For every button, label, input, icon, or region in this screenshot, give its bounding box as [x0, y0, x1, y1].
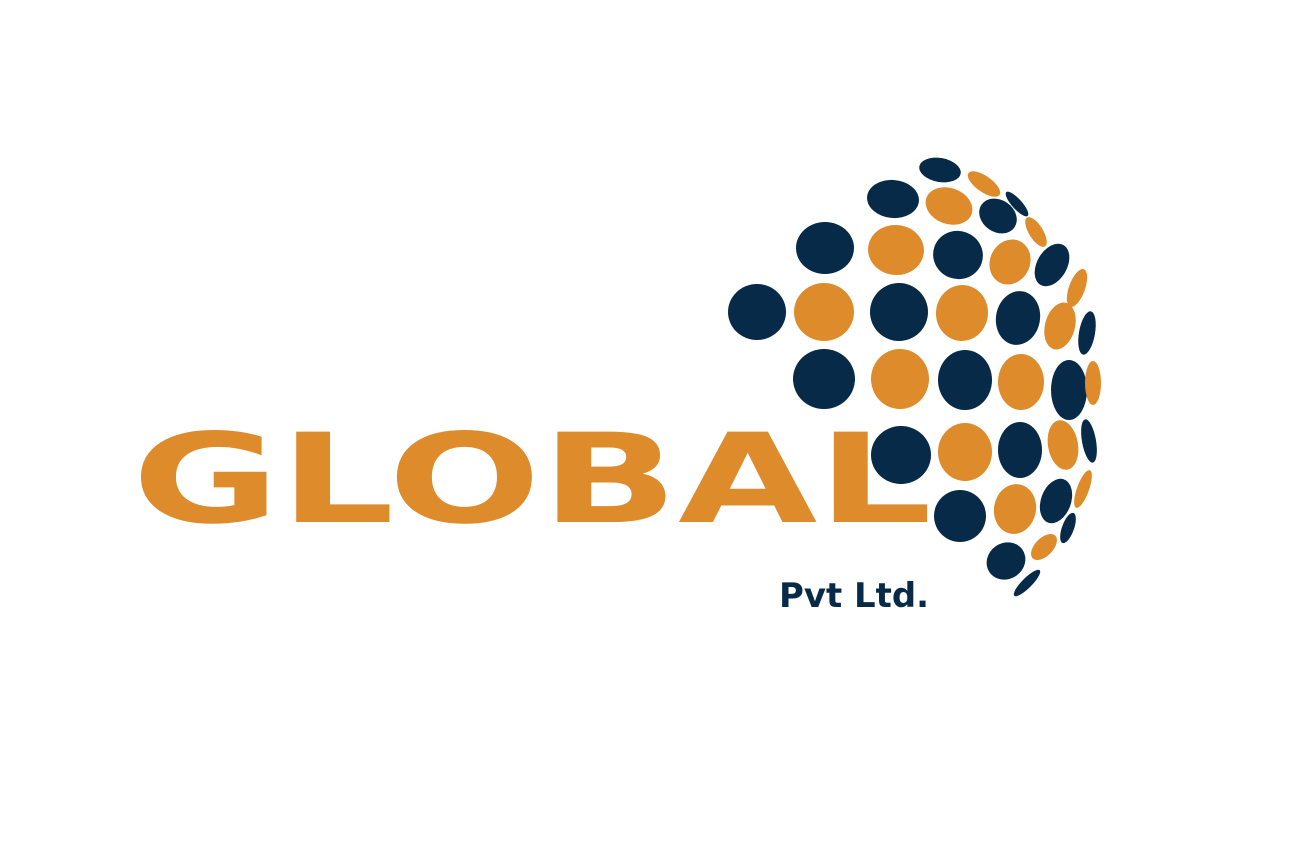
globe-dot	[1005, 191, 1029, 217]
logo-wordmark: GLOBAL	[132, 408, 932, 552]
globe-dot	[998, 354, 1044, 410]
globe-dot	[986, 542, 1026, 580]
globe-dot	[1085, 361, 1101, 405]
logo-tagline: Pvt Ltd.	[779, 576, 929, 616]
globe-dot	[793, 349, 855, 409]
globe-dot	[933, 230, 983, 280]
globe-dot	[1081, 419, 1097, 463]
globe-dot	[1066, 269, 1088, 307]
globe-dot	[1013, 569, 1041, 597]
globe-dot	[1031, 534, 1057, 560]
globe-dot	[993, 484, 1037, 534]
globe-dot	[1051, 360, 1087, 420]
globe-dot	[935, 285, 989, 341]
globe-dot	[979, 198, 1017, 234]
globe-dot	[989, 239, 1031, 285]
globe-dot	[870, 283, 928, 341]
globe-dot	[1060, 512, 1076, 544]
dotted-globe-icon	[728, 157, 1101, 597]
globe-dot	[1025, 217, 1047, 247]
globe-dot	[1078, 311, 1096, 355]
globe-dot	[871, 426, 931, 484]
globe-dot	[1034, 243, 1070, 287]
globe-dot	[938, 423, 992, 481]
globe-dot	[925, 187, 973, 225]
globe-dot	[934, 490, 986, 542]
globe-dot	[938, 350, 992, 410]
globe-dot	[1074, 470, 1092, 508]
globe-dot	[728, 284, 786, 340]
globe-dot	[967, 171, 1001, 197]
globe-dot	[919, 157, 961, 183]
globe-dot	[871, 349, 929, 409]
globe-dot	[796, 222, 854, 274]
globe-dot	[998, 422, 1042, 478]
globe-dot	[1039, 478, 1073, 524]
globe-dot	[868, 224, 924, 276]
globe-dot	[867, 179, 919, 219]
globe-dot	[995, 291, 1041, 345]
globe-dot	[794, 283, 854, 341]
globe-dot	[1044, 302, 1076, 350]
globe-dot	[1047, 420, 1079, 470]
